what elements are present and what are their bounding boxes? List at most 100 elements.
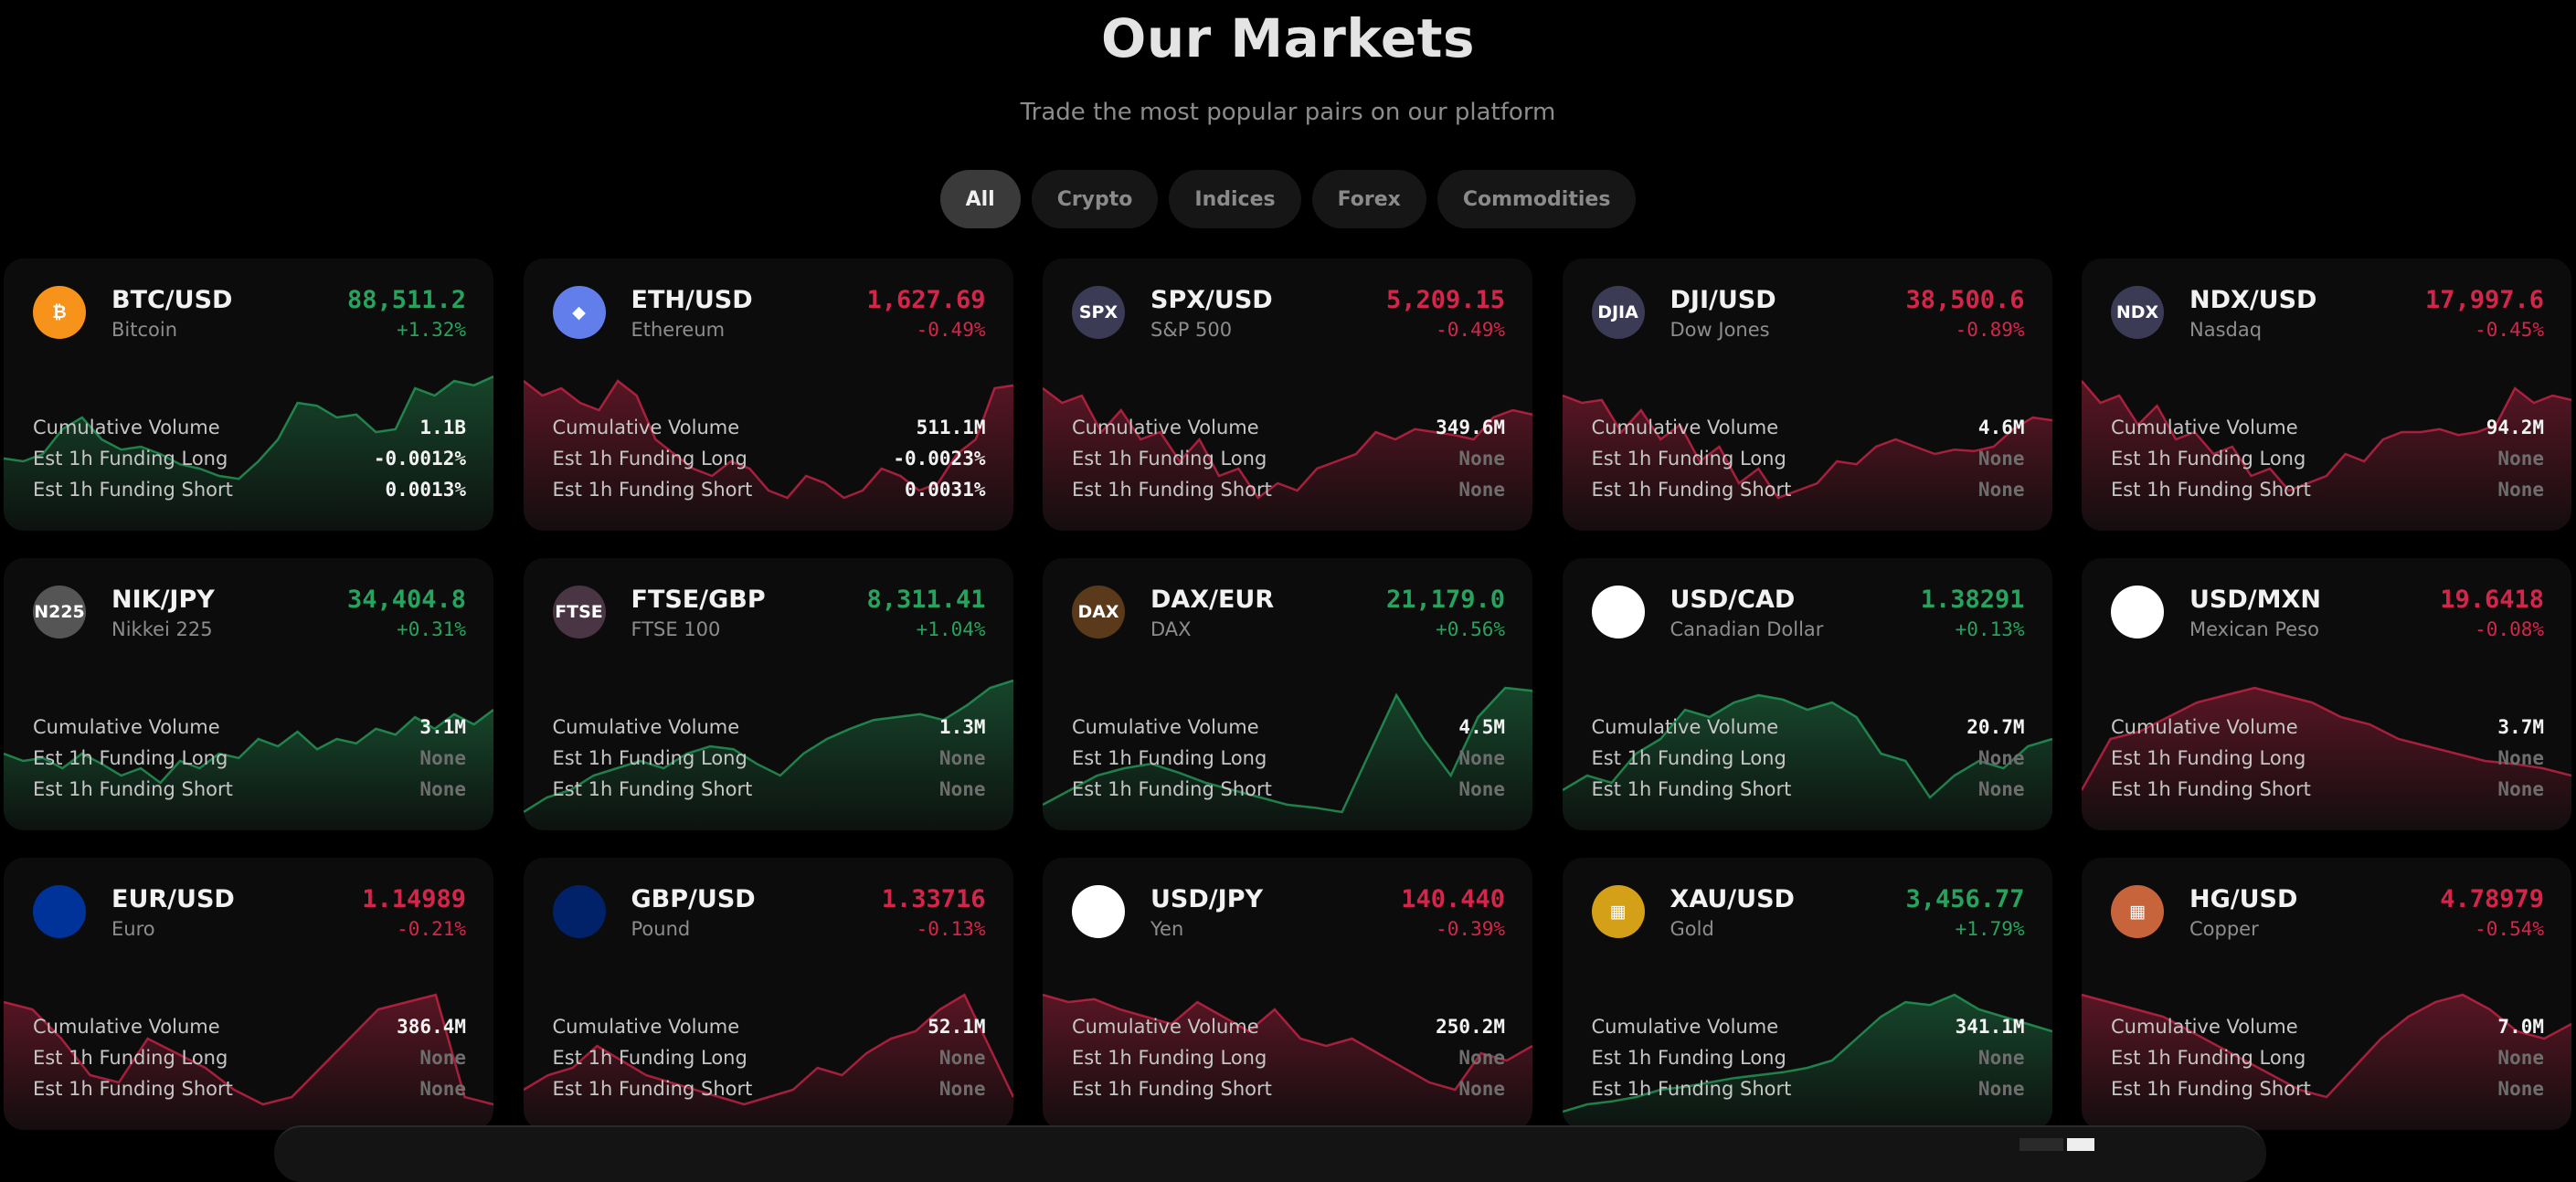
market-price: 8,311.41	[866, 586, 986, 614]
germany-flag-icon: DAX	[1072, 586, 1125, 638]
market-price: 5,209.15	[1385, 286, 1505, 314]
funding-short-label: Est 1h Funding Short	[1591, 778, 1792, 800]
market-card[interactable]: ₿ BTC/USD Bitcoin 88,511.2 +1.32% Cumulative …	[4, 259, 493, 531]
volume-label: Cumulative Volume	[1591, 716, 1779, 738]
funding-short-label: Est 1h Funding Short	[2111, 1078, 2311, 1100]
market-card[interactable]: USD/JPY Yen 140.440 -0.39% Cumulative Volume…	[1043, 858, 1532, 1130]
filter-crypto[interactable]: Crypto	[1031, 170, 1159, 228]
price-sparkline	[523, 993, 1013, 1130]
volume-row: Cumulative Volume 94.2M	[2111, 412, 2544, 443]
funding-short-row: Est 1h Funding Short 0.0031%	[553, 474, 986, 505]
us-mexico-flags-icon	[2111, 586, 2164, 638]
market-stats: Cumulative Volume 7.0M Est 1h Funding Long…	[2111, 1011, 2544, 1104]
volume-value: 20.7M	[1966, 716, 2025, 738]
market-price: 140.440	[1401, 885, 1505, 913]
funding-short-value: None	[2497, 479, 2544, 501]
market-change: -0.45%	[2475, 319, 2544, 341]
market-card[interactable]: GBP/USD Pound 1.33716 -0.13% Cumulative Volu…	[523, 858, 1013, 1130]
funding-long-value: None	[419, 1047, 466, 1069]
funding-long-label: Est 1h Funding Long	[1591, 448, 1786, 470]
market-price: 21,179.0	[1385, 586, 1505, 614]
funding-long-label: Est 1h Funding Long	[33, 448, 228, 470]
funding-short-label: Est 1h Funding Short	[1072, 778, 1272, 800]
volume-row: Cumulative Volume 1.1B	[33, 412, 466, 443]
volume-label: Cumulative Volume	[1072, 1016, 1259, 1038]
price-sparkline	[1043, 386, 1532, 531]
market-card[interactable]: SPX SPX/USD S&P 500 5,209.15 -0.49% Cumulativ…	[1043, 259, 1532, 531]
market-card[interactable]: EUR/USD Euro 1.14989 -0.21% Cumulative Volum…	[4, 858, 493, 1130]
filter-indices[interactable]: Indices	[1169, 170, 1301, 228]
sparkline-line	[4, 375, 493, 480]
market-symbol: EUR/USD	[111, 885, 235, 913]
market-stats: Cumulative Volume 341.1M Est 1h Funding Lo…	[1592, 1011, 2025, 1104]
price-sparkline	[1562, 993, 2052, 1130]
market-stats: Cumulative Volume 94.2M Est 1h Funding Lon…	[2111, 412, 2544, 505]
market-change: -0.89%	[1955, 319, 2025, 341]
funding-long-value: None	[1458, 1047, 1505, 1069]
funding-short-row: Est 1h Funding Short None	[1072, 1073, 1505, 1104]
sparkline-area	[2082, 995, 2571, 1130]
market-card[interactable]: ◆ ETH/USD Ethereum 1,627.69 -0.49% Cumulative…	[523, 259, 1013, 531]
funding-short-row: Est 1h Funding Short None	[1592, 774, 2025, 805]
market-name: Nasdaq	[2189, 319, 2263, 341]
funding-long-row: Est 1h Funding Long None	[2111, 443, 2544, 474]
market-card[interactable]: NDX NDX/USD Nasdaq 17,997.6 -0.45% Cumulative…	[2082, 259, 2571, 531]
sparkline-line	[2082, 380, 2571, 492]
funding-long-label: Est 1h Funding Long	[1072, 747, 1267, 769]
funding-short-label: Est 1h Funding Short	[1591, 479, 1792, 501]
market-symbol: XAU/USD	[1670, 885, 1795, 913]
volume-value: 250.2M	[1436, 1016, 1505, 1038]
volume-value: 349.6M	[1436, 417, 1505, 438]
sparkline-line	[1043, 686, 1532, 814]
funding-short-value: None	[938, 1078, 986, 1100]
sparkline-line	[4, 993, 493, 1106]
volume-label: Cumulative Volume	[33, 417, 220, 438]
funding-short-label: Est 1h Funding Short	[1072, 479, 1272, 501]
filter-forex[interactable]: Forex	[1311, 170, 1426, 228]
sparkline-area	[523, 995, 1013, 1130]
market-card[interactable]: FTSE FTSE/GBP FTSE 100 8,311.41 +1.04% Cumula…	[523, 558, 1013, 830]
market-symbol: DJI/USD	[1670, 286, 1776, 314]
market-stats: Cumulative Volume 20.7M Est 1h Funding Lon…	[1592, 712, 2025, 805]
market-card[interactable]: N225 NIK/JPY Nikkei 225 34,404.8 +0.31% Cumul…	[4, 558, 493, 830]
funding-short-value: None	[938, 778, 986, 800]
market-stats: Cumulative Volume 3.1M Est 1h Funding Long…	[33, 712, 466, 805]
funding-long-value: None	[2497, 1047, 2544, 1069]
filter-commodities[interactable]: Commodities	[1436, 170, 1637, 228]
funding-long-value: None	[1977, 1047, 2025, 1069]
volume-value: 4.5M	[1458, 716, 1505, 738]
volume-value: 7.0M	[2497, 1016, 2544, 1038]
market-change: +1.32%	[397, 319, 466, 341]
market-symbol: USD/JPY	[1150, 885, 1264, 913]
filter-all[interactable]: All	[939, 170, 1021, 228]
bottom-bar-control	[2019, 1138, 2063, 1151]
market-name: Euro	[111, 918, 155, 940]
market-card[interactable]: ▦ XAU/USD Gold 3,456.77 +1.79% Cumulative Vol…	[1562, 858, 2052, 1130]
volume-row: Cumulative Volume 3.1M	[33, 712, 466, 743]
funding-short-row: Est 1h Funding Short None	[553, 1073, 986, 1104]
page-title: Our Markets	[1101, 7, 1475, 69]
funding-long-value: -0.0023%	[893, 448, 986, 470]
market-stats: Cumulative Volume 3.7M Est 1h Funding Long…	[2111, 712, 2544, 805]
market-card[interactable]: USD/CAD Canadian Dollar 1.38291 +0.13% Cumul…	[1562, 558, 2052, 830]
us-flag-icon: NDX	[2111, 286, 2164, 339]
market-card[interactable]: DJIA DJI/USD Dow Jones 38,500.6 -0.89% Cumula…	[1562, 259, 2052, 531]
market-card[interactable]: USD/MXN Mexican Peso 19.6418 -0.08% Cumulati…	[2082, 558, 2571, 830]
sparkline-line	[2082, 993, 2571, 1099]
sparkline-area	[1562, 695, 2052, 830]
volume-value: 4.6M	[1977, 417, 2025, 438]
sparkline-line	[2082, 686, 2571, 791]
funding-long-value: None	[2497, 747, 2544, 769]
funding-long-label: Est 1h Funding Long	[552, 448, 747, 470]
market-price: 38,500.6	[1905, 286, 2025, 314]
funding-short-label: Est 1h Funding Short	[33, 479, 233, 501]
volume-label: Cumulative Volume	[33, 716, 220, 738]
market-card[interactable]: ▦ HG/USD Copper 4.78979 -0.54% Cumulative Vol…	[2082, 858, 2571, 1130]
price-sparkline	[1043, 993, 1532, 1130]
market-stats: Cumulative Volume 349.6M Est 1h Funding Lo…	[1072, 412, 1505, 505]
market-card[interactable]: DAX DAX/EUR DAX 21,179.0 +0.56% Cumulative Vo…	[1043, 558, 1532, 830]
icon-glyph: ◆	[572, 302, 586, 322]
volume-label: Cumulative Volume	[1072, 716, 1259, 738]
price-sparkline	[4, 993, 493, 1130]
volume-row: Cumulative Volume 386.4M	[33, 1011, 466, 1042]
